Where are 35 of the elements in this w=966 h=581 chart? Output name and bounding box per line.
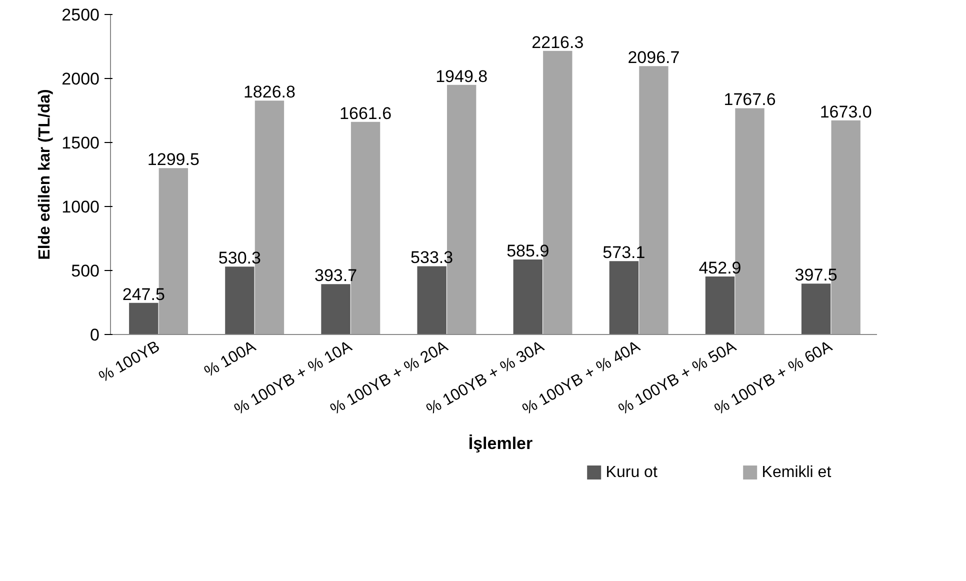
bar — [321, 284, 350, 334]
legend-label: Kuru ot — [606, 464, 658, 481]
data-label: 573.1 — [602, 243, 646, 262]
data-label: 452.9 — [698, 258, 742, 278]
y-tick-label: 1500 — [62, 134, 100, 152]
y-tick-label: 0 — [90, 326, 100, 344]
data-label: 533.3 — [410, 248, 454, 268]
bar — [225, 266, 254, 334]
bar — [801, 284, 831, 334]
bar — [609, 261, 639, 334]
bar — [129, 302, 158, 334]
data-label: 2096.7 — [628, 48, 680, 68]
x-tick-label: % 100A — [202, 338, 260, 381]
data-label: 1826.8 — [243, 82, 296, 102]
data-label: 1767.6 — [724, 90, 776, 110]
data-label: 1299.5 — [147, 150, 200, 170]
data-label: 247.5 — [122, 284, 165, 304]
y-tick-label: 500 — [71, 262, 100, 280]
y-tick-label: 2500 — [62, 6, 100, 24]
y-axis-title: Elde edilen kar (TL/da) — [36, 89, 54, 260]
bar — [513, 260, 542, 334]
data-label: 530.3 — [218, 248, 261, 268]
data-label: 397.5 — [794, 266, 838, 285]
data-label: 585.9 — [506, 242, 550, 261]
x-axis-title: İşlemler — [468, 434, 534, 453]
bar — [417, 266, 446, 334]
y-tick-label: 2000 — [62, 70, 100, 88]
legend-label: Kemikli et — [762, 464, 832, 481]
y-tick-label: 1000 — [62, 198, 100, 216]
data-label: 1661.6 — [340, 104, 392, 123]
data-label: 2216.3 — [532, 32, 584, 52]
data-label: 1673.0 — [820, 102, 872, 122]
data-label: 1949.8 — [436, 66, 488, 86]
bar — [705, 276, 735, 334]
data-label: 393.7 — [314, 266, 358, 286]
